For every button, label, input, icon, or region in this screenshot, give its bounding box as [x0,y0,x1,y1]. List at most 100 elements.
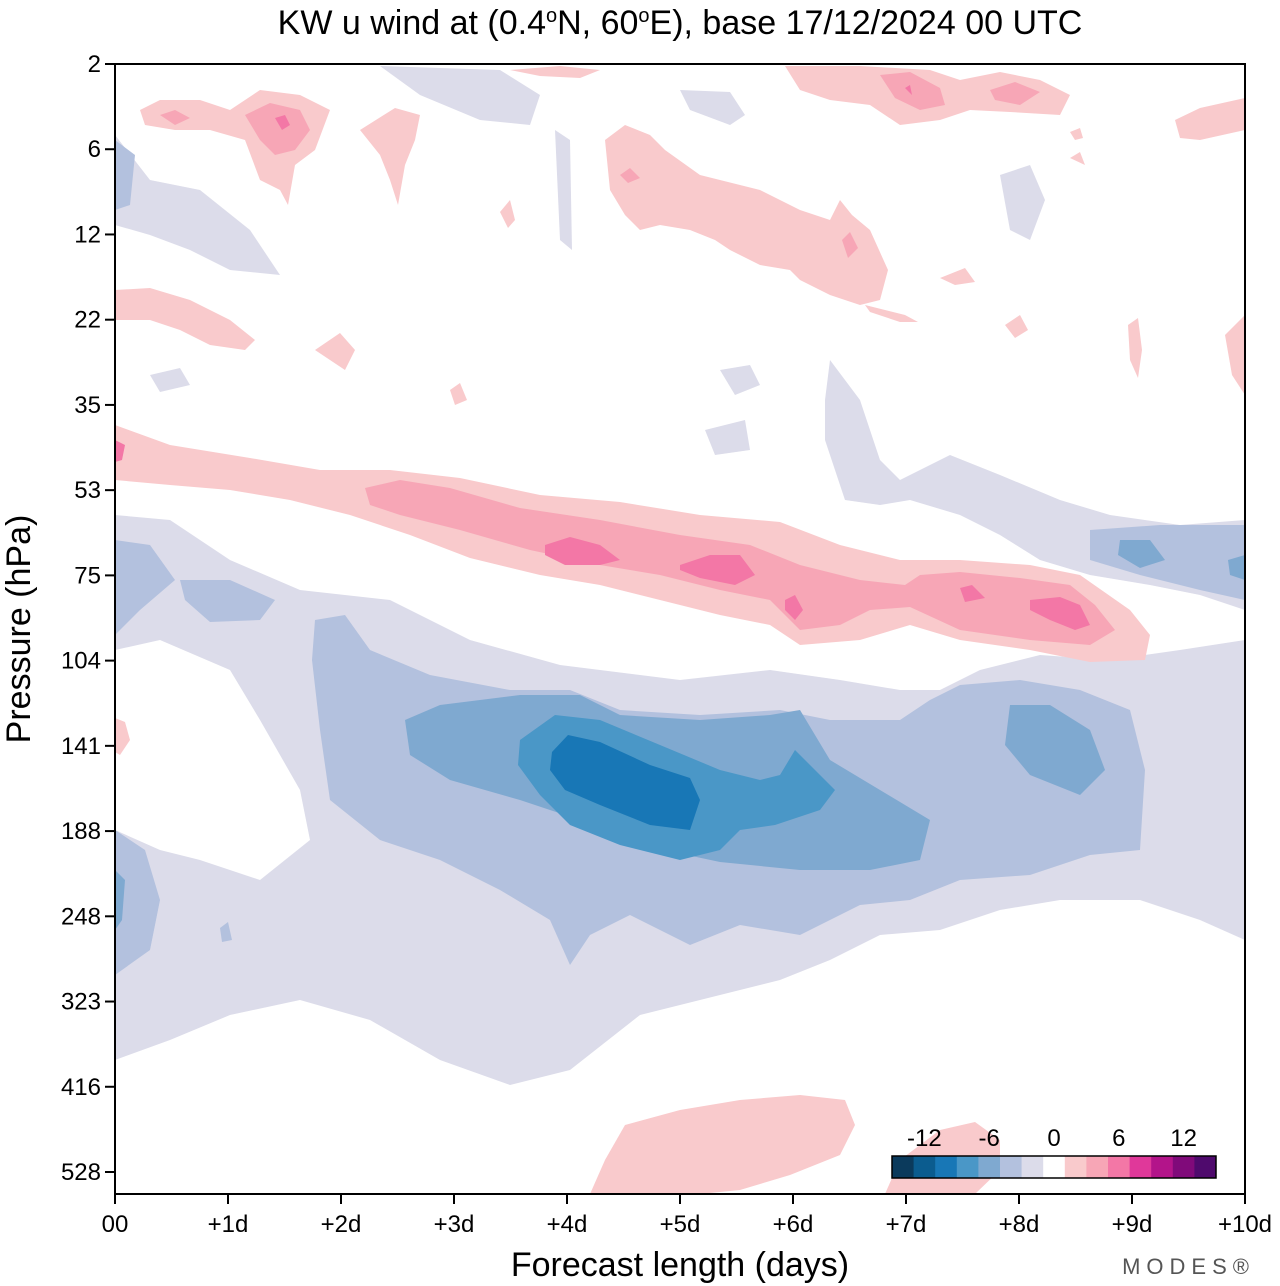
contour-pos-up13 [940,268,975,285]
colorbar-swatch [978,1156,1001,1178]
contour-neg-5 [550,735,700,830]
contour-pos-up6 [1175,98,1245,140]
colorbar-swatch [892,1156,915,1178]
y-tick-label: 6 [88,136,101,163]
colorbar-label: 0 [1047,1125,1060,1152]
contour-pos-up5c [990,82,1040,105]
title-degree-2: o [638,5,649,27]
x-tick-label: +2d [321,1211,362,1238]
contour-pos-up4c [842,232,858,258]
contour-neg-light-cut [115,640,310,880]
colorbar-swatch [1129,1156,1152,1178]
contour-pos-up4 [605,125,888,305]
contour-pos-up8 [315,333,355,370]
y-tick-label: 2 [88,51,101,78]
title-part-mid: N, 60 [557,4,638,42]
x-axis-ticks: 00 +1d +2d +3d +4d +5d +6d +7d +8d +9d +10d [102,1194,1272,1238]
y-tick-label: 75 [74,562,101,589]
y-tick-label: 323 [61,989,101,1016]
contour-neg-2-spot [220,922,232,942]
y-tick-label: 35 [74,392,101,419]
colorbar-swatch [1172,1156,1195,1178]
contour-pos-3a [545,537,620,565]
contour-pos-up16 [1070,128,1083,140]
contour-pos-3e [1030,597,1090,630]
contour-pos-up5d [905,85,912,95]
title-part-pre: KW u wind at (0.4 [278,4,546,42]
colorbar-label: 12 [1170,1125,1197,1152]
y-tick-label: 104 [61,648,101,675]
contour-pos-up1c [245,103,310,155]
x-tick-label: +6d [773,1211,814,1238]
y-tick-label: 528 [61,1159,101,1186]
x-tick-label: +8d [999,1211,1040,1238]
contour-neg-2-bottom [115,830,160,975]
colorbar-swatch [1086,1156,1109,1178]
contour-pos-up12 [1005,315,1028,338]
contour-pos-2-spot [115,440,125,462]
x-tick-label: +5d [660,1211,701,1238]
contour-neg-light-strip7 [555,130,572,250]
colorbar-label: -12 [907,1125,942,1152]
contour-pos-up15 [500,200,515,228]
contour-pos-left [115,718,130,755]
colorbar-swatch [1000,1156,1023,1178]
x-tick-label: +7d [886,1211,927,1238]
y-tick-label: 188 [61,818,101,845]
x-tick-label: 00 [102,1211,129,1238]
title-degree-1: o [546,5,557,27]
contour-pos-up1b [160,110,190,125]
colorbar-swatch [1194,1156,1217,1178]
contour-pos-up2 [360,108,420,205]
y-tick-label: 53 [74,477,101,504]
contour-neg-light-strip5 [150,368,190,392]
colorbar-swatch [1064,1156,1087,1178]
contour-neg-2-left2 [180,580,275,622]
contour-neg-light-top [115,135,280,275]
contour-neg-2-left [115,540,175,635]
y-axis-ticks: 2 6 12 22 35 53 75 104 141 188 248 323 416 528 [61,51,115,1186]
colorbar-swatch [1151,1156,1174,1178]
colorbar-frame [891,1155,1217,1179]
contour-neg-3-right-edge [1228,555,1245,580]
colorbar-swatch [1021,1156,1044,1178]
contour-pos-3c [785,595,803,620]
contour-pos-3b [680,555,755,585]
colorbar-label: -6 [979,1125,1000,1152]
contour-pos-up4b [620,168,640,183]
colorbar-label: 6 [1112,1125,1125,1152]
contour-pos-up9 [450,383,467,405]
contour-pos-up7 [115,288,255,350]
contour-pos-up5b [880,72,945,110]
colorbar-swatch [913,1156,936,1178]
y-tick-label: 248 [61,903,101,930]
colorbar-swatch [1043,1156,1066,1178]
x-tick-label: +3d [434,1211,475,1238]
colorbar-swatch [1108,1156,1131,1178]
y-tick-label: 416 [61,1074,101,1101]
modes-logo: MODES® [1122,1254,1255,1279]
contour-neg-2-top [115,140,135,210]
x-tick-label: +10d [1218,1211,1272,1238]
y-tick-label: 22 [74,307,101,334]
contour-neg-3-right [1005,705,1105,795]
contour-neg-3-top-right [1118,540,1165,568]
contour-pos-up10 [1128,318,1142,378]
contour-pos-up11 [1225,315,1245,395]
x-tick-label: +1d [208,1211,249,1238]
y-tick-label: 12 [74,221,101,248]
y-axis-label: Pressure (hPa) [0,515,38,744]
contour-neg-light-strip3 [705,420,750,455]
x-axis-label: Forecast length (days) [511,1246,849,1284]
contour-pos-up1d [275,115,290,130]
contour-pos-low [590,1095,855,1194]
y-tick-label: 141 [61,733,101,760]
colorbar: -12 -6 0 6 12 [891,1125,1217,1179]
contour-neg-light-strip2 [680,90,745,125]
contour-fills [115,66,1245,1194]
contour-pos-up17 [1070,152,1085,165]
x-tick-label: +9d [1112,1211,1153,1238]
contour-pos-up3 [510,66,600,78]
contour-neg-light-strip4 [720,365,760,395]
